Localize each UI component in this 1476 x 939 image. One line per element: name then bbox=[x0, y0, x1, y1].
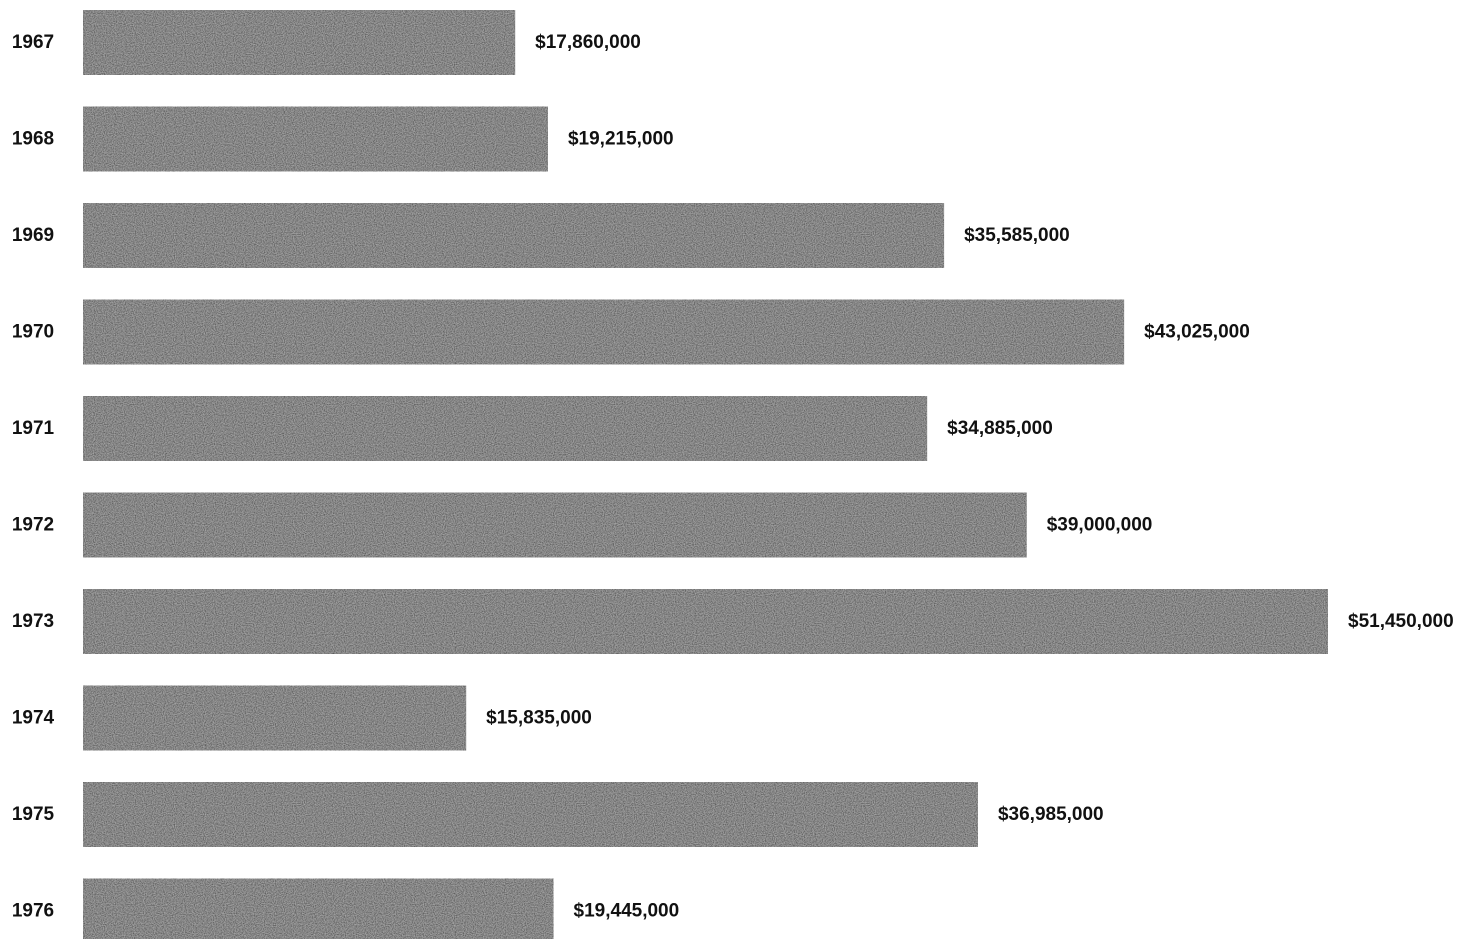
year-label-1970: 1970 bbox=[12, 322, 54, 343]
value-label-1976: $19,445,000 bbox=[574, 901, 680, 922]
bar-1968 bbox=[83, 106, 548, 172]
value-label-1972: $39,000,000 bbox=[1047, 515, 1153, 536]
bar-1976 bbox=[83, 878, 554, 939]
bar-1974 bbox=[83, 685, 467, 751]
year-label-1974: 1974 bbox=[12, 708, 55, 729]
bar-1975 bbox=[83, 782, 978, 847]
bars-group bbox=[83, 10, 1328, 939]
bar-1973 bbox=[83, 589, 1328, 654]
year-label-1972: 1972 bbox=[12, 515, 54, 536]
year-label-1973: 1973 bbox=[12, 611, 54, 632]
year-labels-group: 1967 1968 1969 1970 1971 1972 1973 1974 1975 1976 bbox=[12, 32, 55, 922]
value-label-1973: $51,450,000 bbox=[1348, 611, 1454, 632]
year-label-1971: 1971 bbox=[12, 418, 55, 439]
year-label-1967: 1967 bbox=[12, 32, 54, 53]
value-label-1971: $34,885,000 bbox=[947, 418, 1053, 439]
value-label-1969: $35,585,000 bbox=[964, 225, 1070, 246]
bar-1971 bbox=[83, 396, 928, 461]
year-label-1969: 1969 bbox=[12, 225, 54, 246]
value-label-1970: $43,025,000 bbox=[1144, 322, 1250, 343]
year-label-1975: 1975 bbox=[12, 804, 55, 825]
value-label-1968: $19,215,000 bbox=[568, 129, 674, 150]
value-label-1974: $15,835,000 bbox=[486, 708, 592, 729]
year-label-1968: 1968 bbox=[12, 129, 54, 150]
value-labels-group: $17,860,000 $19,215,000 $35,585,000 $43,025… bbox=[486, 32, 1453, 922]
value-label-1967: $17,860,000 bbox=[535, 32, 641, 53]
bar-1967 bbox=[83, 10, 516, 75]
year-label-1976: 1976 bbox=[12, 901, 54, 922]
bar-1970 bbox=[83, 299, 1125, 365]
bar-1969 bbox=[83, 203, 945, 268]
bar-1972 bbox=[83, 492, 1027, 558]
value-label-1975: $36,985,000 bbox=[998, 804, 1104, 825]
